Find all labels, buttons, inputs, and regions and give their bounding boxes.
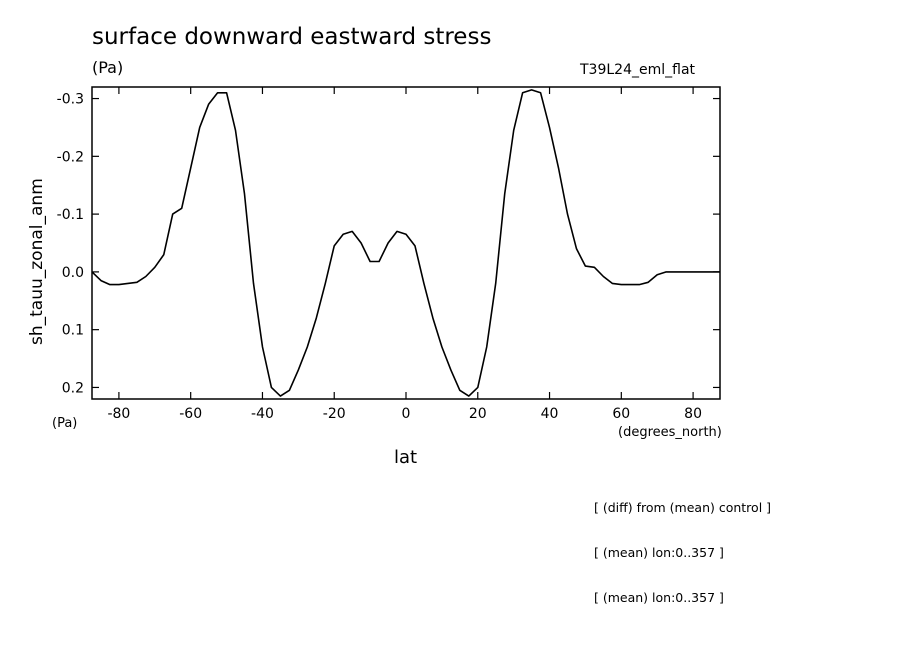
- y-tick-label: 0.2: [62, 380, 84, 396]
- y-axis-units: (Pa): [52, 416, 78, 431]
- x-axis-label: lat: [394, 447, 418, 468]
- annotation-notes: [ (diff) from (mean) control ] [ (mean) …: [594, 470, 771, 620]
- x-tick-label: 60: [612, 406, 630, 422]
- y-tick-label: -0.1: [57, 207, 84, 223]
- x-axis-units: (degrees_north): [618, 425, 722, 440]
- note-line: [ (mean) lon:0..357 ]: [594, 545, 724, 560]
- y-tick-label: 0.1: [62, 323, 84, 339]
- note-line: [ (mean) lon:0..357 ]: [594, 590, 724, 605]
- chart-title: surface downward eastward stress: [92, 24, 492, 50]
- plot-frame: [91, 86, 721, 400]
- x-tick-label: 80: [684, 406, 702, 422]
- x-tick-label: 40: [541, 406, 559, 422]
- y-tick-label: 0.0: [62, 265, 84, 281]
- x-tick-label: 0: [402, 406, 411, 422]
- x-tick-label: -20: [323, 406, 346, 422]
- x-tick-label: 20: [469, 406, 487, 422]
- y-tick-label: -0.2: [57, 149, 84, 165]
- run-label: T39L24_eml_flat: [580, 62, 696, 78]
- x-tick-label: -60: [179, 406, 202, 422]
- x-tick-label: -80: [107, 406, 130, 422]
- series-line-0: [91, 89, 720, 397]
- y-tick-label: -0.3: [57, 92, 84, 108]
- x-tick-label: -40: [251, 406, 274, 422]
- note-line: [ (diff) from (mean) control ]: [594, 500, 772, 515]
- units-label: (Pa): [92, 58, 124, 77]
